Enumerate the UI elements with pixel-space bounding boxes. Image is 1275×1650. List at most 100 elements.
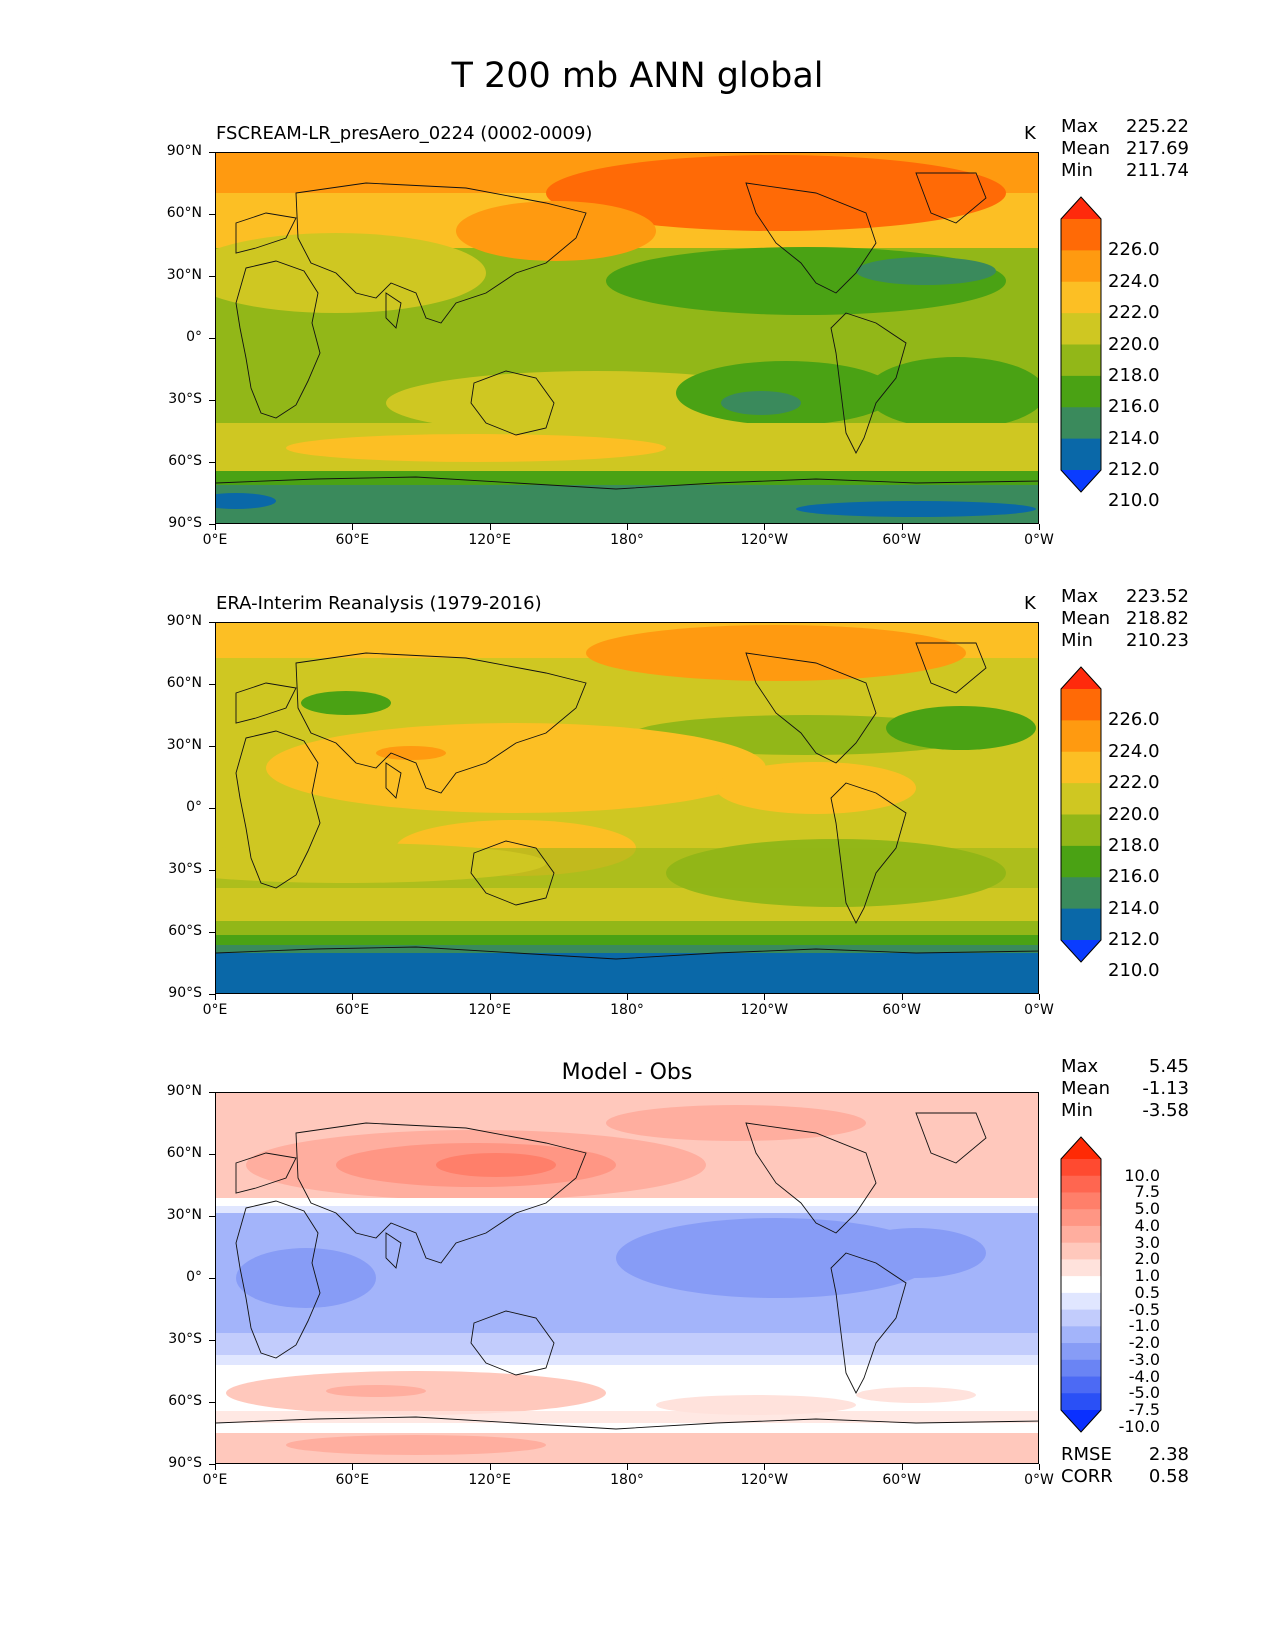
coastline-7 [830,312,907,454]
map-field [216,623,1038,993]
colorbar-extend-max [1061,1137,1101,1159]
stat-value: 211.74 [1126,160,1189,181]
stat-label: CORR [1061,1466,1113,1487]
colorbar [1060,1136,1102,1433]
x-tick-mark [352,1464,354,1470]
x-tick-label: 60°W [882,1472,921,1488]
colorbar-tick-label: 10.0 [1124,1165,1160,1185]
colorbar-tick-label: -5.0 [1128,1383,1160,1403]
y-tick-mark [209,746,215,747]
y-tick-mark [209,870,215,871]
x-tick-mark [352,524,354,530]
colorbar-extend-min [1061,940,1101,962]
y-tick-mark [209,400,215,401]
x-tick-mark [901,1464,903,1470]
colorbar-band [1061,219,1101,251]
x-tick-label: 0°W [1024,1002,1054,1018]
y-tick-mark [209,932,215,933]
map-plot [215,1092,1039,1464]
colorbar-tick-label: 224.0 [1108,740,1160,762]
y-tick-mark [209,1154,215,1155]
stat-value: 210.23 [1126,630,1189,651]
y-tick-label: 60°N [166,1145,202,1161]
x-tick-label: 0°E [202,532,228,548]
x-tick-label: 180° [610,532,644,548]
y-tick-label: 90°S [168,1455,202,1471]
colorbar-band [1061,1175,1101,1193]
map-plot [215,622,1039,994]
colorbar-tick-label: 220.0 [1108,803,1160,825]
x-tick-label: 0°W [1024,1472,1054,1488]
colorbar-outline [1060,666,1102,963]
y-tick-mark [209,1464,215,1465]
colorbar-band [1061,438,1101,471]
colorbar-tick-label: 210.0 [1108,490,1160,512]
colorbar-band [1061,783,1101,815]
coastline-5 [745,182,877,294]
colorbar-band [1061,1292,1101,1311]
y-tick-mark [209,1092,215,1093]
x-tick-mark [489,524,491,530]
colorbar-extend-max [1061,667,1101,689]
x-tick-label: 60°E [335,532,370,548]
stat-value: 2.38 [1148,1444,1189,1465]
coastline-3 [385,1232,402,1269]
colorbar-tick-label: -10.0 [1118,1416,1160,1436]
stat-value: 217.69 [1126,138,1189,159]
y-tick-label: 30°S [168,391,202,407]
colorbar-band [1061,908,1101,941]
coastline-2 [295,182,587,324]
colorbar-tick-label: 7.5 [1134,1182,1160,1202]
coastline-1 [235,682,297,724]
stat-label: Min [1061,630,1093,651]
colorbar-band [1061,1159,1101,1177]
coastline-6 [915,642,987,694]
stat-label: RMSE [1061,1444,1112,1465]
x-tick-mark [627,524,628,530]
colorbar-tick-label: 226.0 [1108,239,1160,261]
x-tick-mark [627,1464,628,1470]
y-tick-mark [209,1278,215,1279]
colorbar-band [1061,814,1101,847]
y-tick-label: 60°N [166,675,202,691]
panel-title: Model - Obs [561,1060,693,1085]
panel-title: FSCREAM-LR_presAero_0224 (0002-0009) [216,123,593,144]
stat-label: Max [1061,586,1099,607]
stat-value: -1.13 [1142,1078,1189,1099]
stat-label: Mean [1061,1078,1111,1099]
x-tick-mark [215,994,216,1000]
coastline-3 [385,762,402,799]
colorbar-extend-min [1061,470,1101,492]
colorbar-band [1061,407,1101,440]
x-tick-label: 120°E [468,1472,511,1488]
colorbar-tick-label: 5.0 [1134,1199,1160,1219]
colorbar-band [1061,1343,1101,1361]
stat-label: Min [1061,1100,1093,1121]
x-tick-label: 0°E [202,1472,228,1488]
coastline-4 [470,840,555,906]
stat-value: 5.45 [1148,1056,1189,1077]
y-tick-label: 60°S [168,923,202,939]
y-tick-label: 60°S [168,1393,202,1409]
colorbar-tick-label: 218.0 [1108,834,1160,856]
y-tick-label: 30°N [166,1207,202,1223]
y-tick-label: 90°S [168,515,202,531]
x-tick-label: 120°W [740,1002,789,1018]
x-tick-mark [764,524,766,530]
colorbar [1060,666,1102,963]
x-tick-mark [764,1464,766,1470]
y-tick-mark [209,338,215,339]
colorbar-band [1061,281,1101,314]
colorbar-tick-label: -2.0 [1128,1333,1160,1353]
colorbar-band [1061,1376,1101,1394]
colorbar-band [1061,1393,1101,1411]
x-tick-mark [627,994,628,1000]
coastline-1 [235,1152,297,1194]
colorbar-extend-max [1061,197,1101,219]
x-tick-mark [1039,524,1040,530]
x-tick-label: 180° [610,1002,644,1018]
x-tick-mark [352,994,354,1000]
panel-title: ERA-Interim Reanalysis (1979-2016) [216,593,542,614]
stat-value: 225.22 [1126,116,1189,137]
colorbar-tick-label: 212.0 [1108,929,1160,950]
